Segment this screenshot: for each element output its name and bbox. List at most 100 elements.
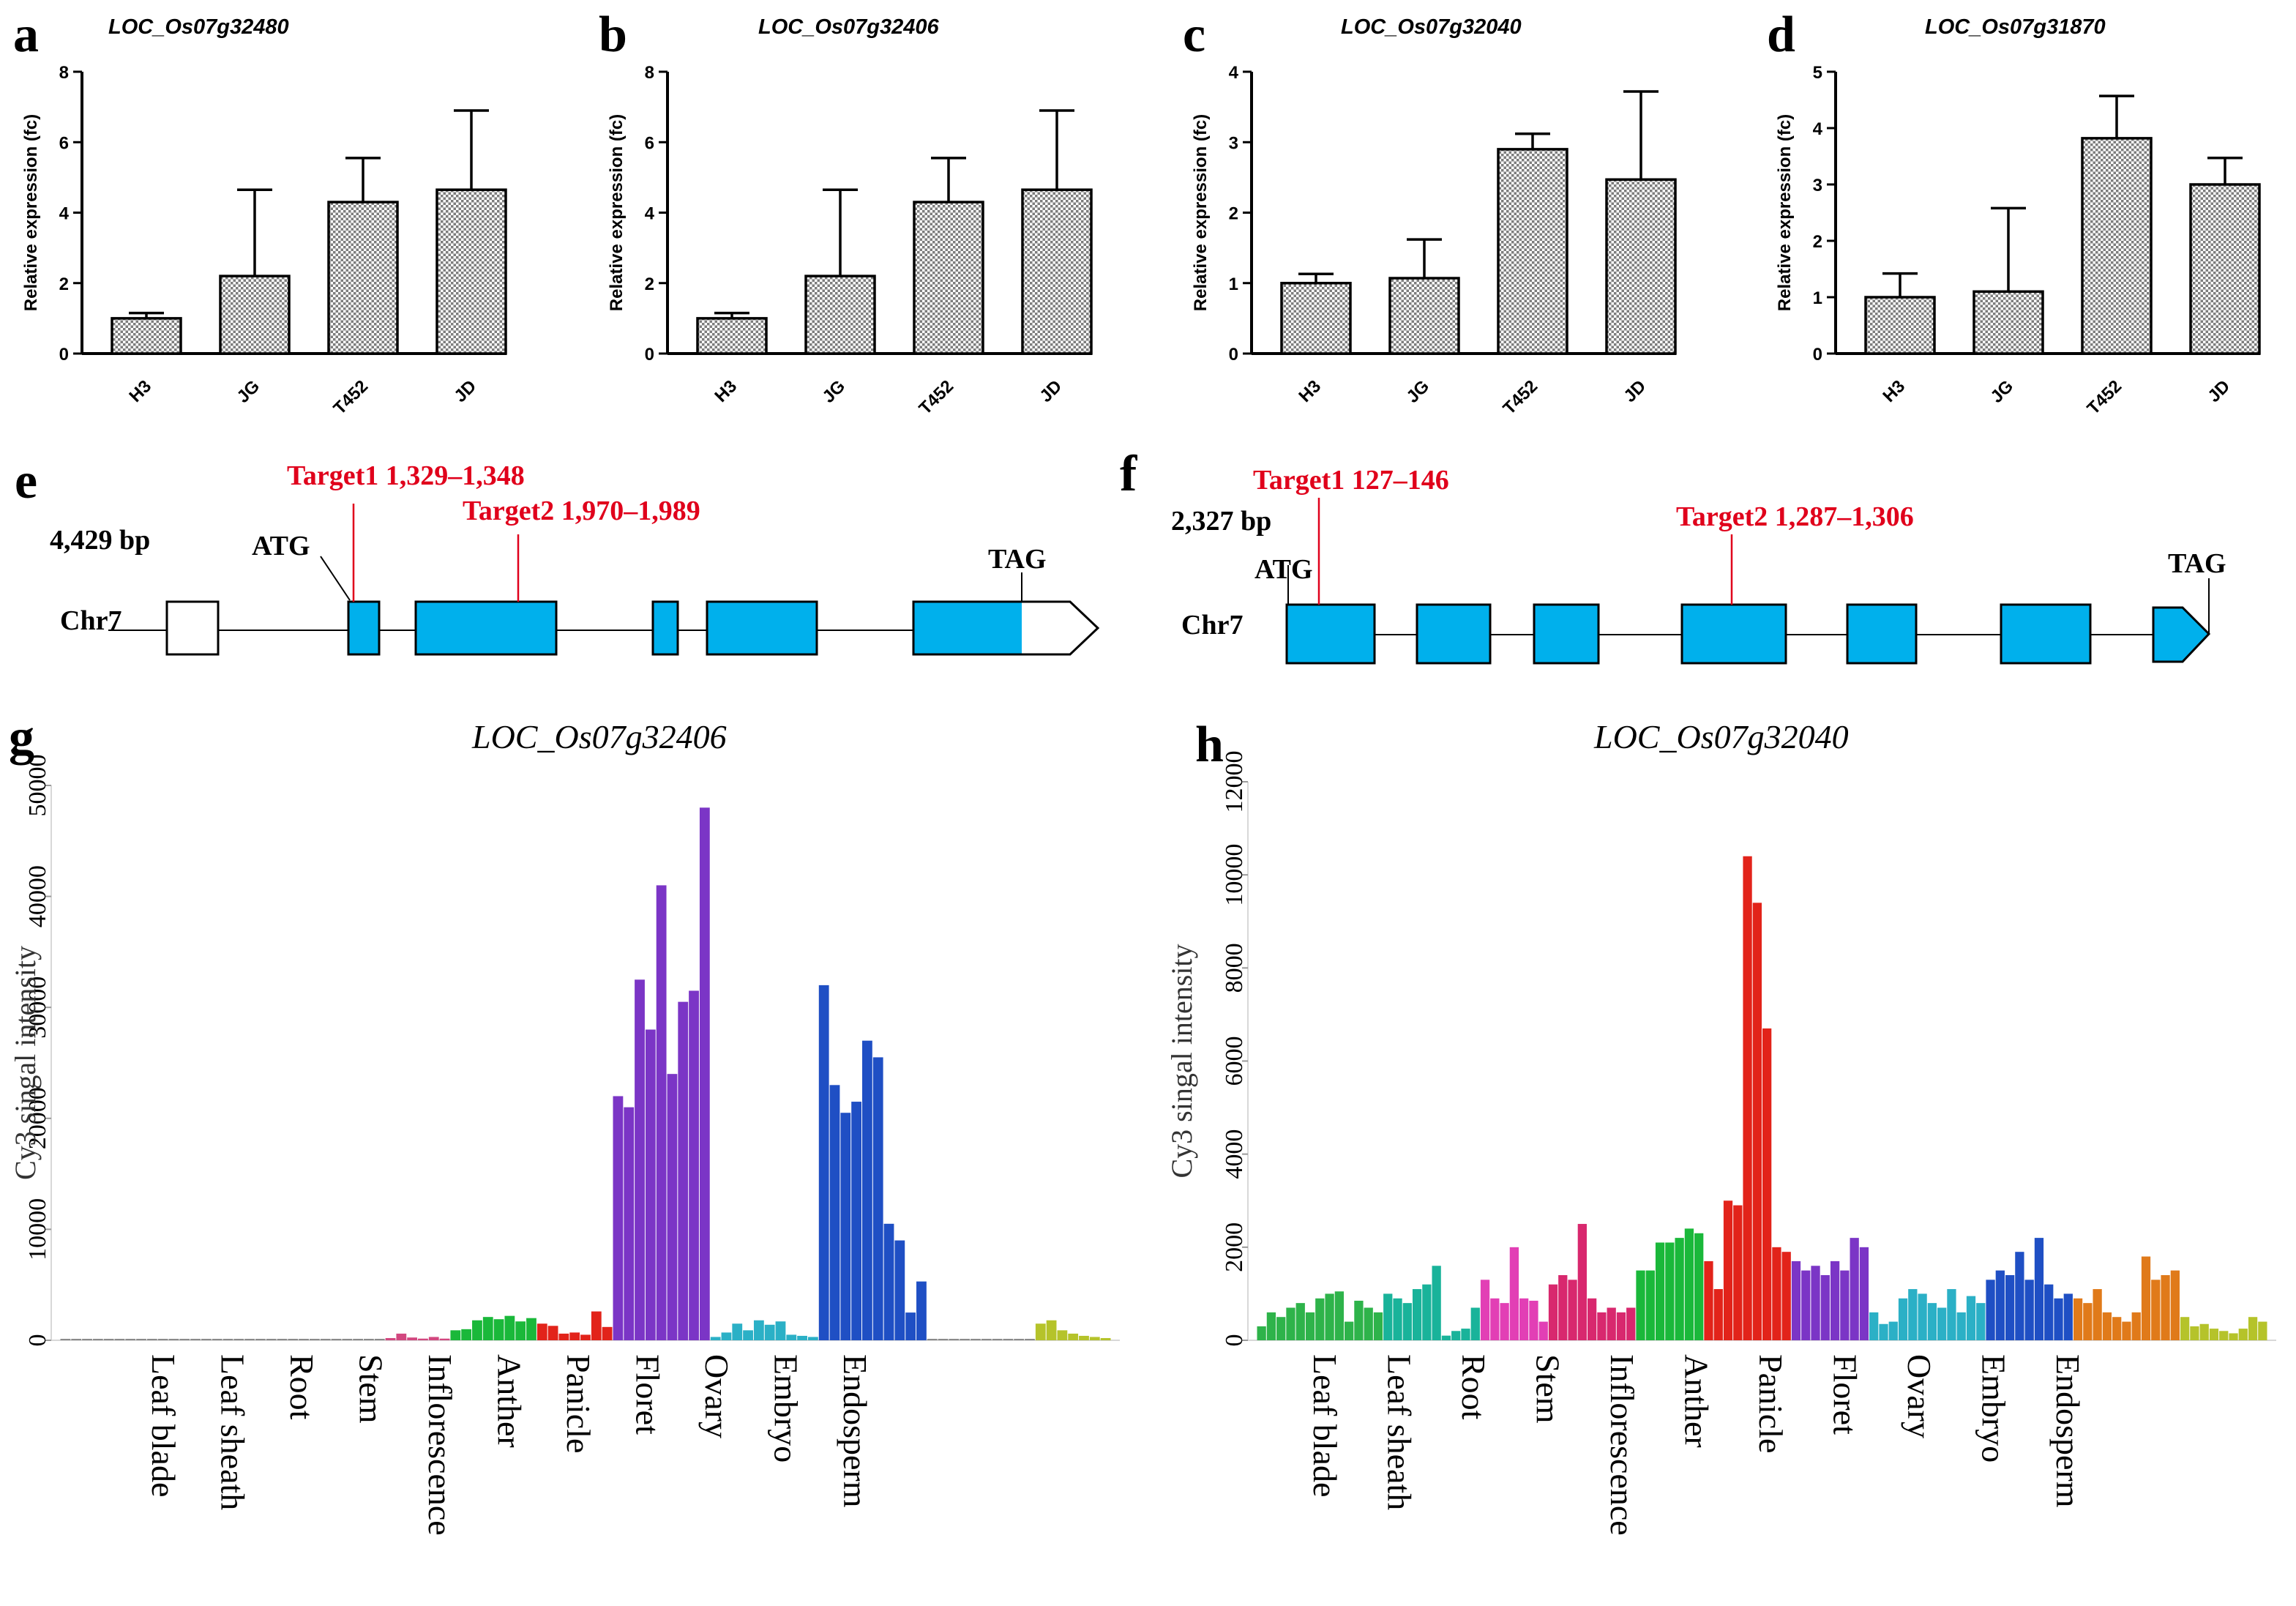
- bar-anther: [1743, 856, 1752, 1340]
- bar-endosperm: [1046, 1320, 1057, 1340]
- category-label: Panicle: [560, 1354, 597, 1453]
- bar-stem: [1626, 1307, 1636, 1340]
- bar-stem: [1568, 1280, 1577, 1340]
- y-tick-label: 0: [1221, 1334, 1248, 1347]
- panel-letter-e: e: [15, 453, 37, 509]
- bar-leaf-sheath: [1461, 1329, 1470, 1340]
- y-tick-label: 3: [1813, 176, 1822, 195]
- bar-anther: [1781, 1252, 1791, 1340]
- bar-endosperm: [2199, 1323, 2209, 1340]
- y-tick-label: 10000: [1221, 844, 1248, 906]
- y-tick-label: 8: [59, 63, 69, 83]
- bar-h3: [696, 317, 768, 355]
- bar-ovary: [862, 1040, 872, 1340]
- bar-anther: [547, 1326, 558, 1340]
- category-label: Anther: [491, 1354, 528, 1448]
- bar-anther: [536, 1323, 547, 1340]
- chart-title: LOC_Os07g32406: [758, 15, 940, 39]
- exon-3: [1533, 603, 1600, 665]
- utr-3-arrow: [912, 600, 1100, 656]
- bar-t452: [327, 201, 399, 355]
- x-tick-label: JG: [1403, 376, 1434, 407]
- bar-leaf-blade: [114, 1339, 125, 1340]
- bar-leaf-sheath: [1451, 1331, 1461, 1340]
- bar-anther: [591, 1311, 602, 1340]
- bar-leaf-blade: [60, 1339, 71, 1340]
- x-tick-label: H3: [1295, 376, 1325, 406]
- y-tick-label: 6000: [1221, 1037, 1248, 1086]
- bar-leaf-blade: [1276, 1317, 1286, 1340]
- bar-leaf-sheath: [1393, 1298, 1402, 1340]
- chart-panel-a: LOC_Os07g32480 0 2 4 6 8 Relative expression (…: [21, 15, 507, 419]
- y-tick-label: 2: [645, 274, 654, 294]
- x-tick-label: H3: [1879, 376, 1909, 406]
- bar-embryo: [960, 1339, 971, 1340]
- y-tick-label: 0: [1229, 345, 1238, 365]
- bar-panicle: [635, 979, 645, 1340]
- target1-label: Target1 1,329–1,348: [287, 460, 525, 491]
- bar-leaf-blade: [1364, 1307, 1373, 1340]
- chart-panel-g: LOC_Os07g32406 0 10000 20000 30000 40000 50000…: [9, 718, 1120, 1536]
- category-label: Embryo: [768, 1354, 805, 1463]
- bar-leaf-blade: [1295, 1303, 1305, 1340]
- panel-letter-f: f: [1120, 446, 1137, 502]
- bar-leaf-blade: [1345, 1321, 1354, 1340]
- x-tick-label: JG: [233, 376, 264, 407]
- y-axis-label: Cy3 singal intensity: [9, 946, 42, 1180]
- gene-length-label: 4,429 bp: [50, 525, 150, 556]
- x-tick-label: JG: [1987, 376, 2018, 407]
- bar-ovary: [851, 1102, 862, 1340]
- bar-panicle: [1801, 1270, 1811, 1340]
- x-tick-label: T452: [915, 376, 957, 419]
- bar-inflorescence: [1645, 1270, 1655, 1340]
- bar-anther: [580, 1334, 591, 1340]
- bar-inflorescence: [515, 1321, 526, 1340]
- bar-embryo: [2161, 1274, 2170, 1340]
- bar-ovary: [916, 1281, 927, 1340]
- bar-jg: [1972, 290, 2044, 355]
- bar-leaf-blade: [1373, 1312, 1383, 1340]
- bar-floret: [1966, 1296, 1976, 1340]
- bar-jd: [435, 188, 507, 355]
- bar-root: [1500, 1303, 1509, 1340]
- bar-root: [277, 1339, 288, 1340]
- y-tick-label: 1: [1229, 274, 1238, 294]
- bar-floret: [807, 1337, 818, 1340]
- bar-inflorescence: [461, 1329, 472, 1340]
- panel-letter-d: d: [1767, 7, 1795, 63]
- target2-label: Target2 1,287–1,306: [1676, 501, 1914, 532]
- chart-panel-b: LOC_Os07g32406 0 2 4 6 8 Relative expression (…: [607, 15, 1093, 419]
- bar-leaf-blade: [1286, 1307, 1295, 1340]
- target2-label: Target2 1,970–1,989: [463, 496, 700, 526]
- x-tick-label: T452: [2083, 376, 2125, 419]
- bar-leaf-blade: [103, 1339, 114, 1340]
- bar-anther: [1704, 1260, 1713, 1340]
- bar-leaf-blade: [92, 1339, 103, 1340]
- y-tick-label: 12000: [1221, 751, 1248, 813]
- bar-leaf-blade: [146, 1339, 157, 1340]
- bar-embryo: [2093, 1289, 2102, 1340]
- bar-embryo: [938, 1339, 949, 1340]
- bar-floret: [764, 1324, 775, 1340]
- bar-anther: [1762, 1028, 1772, 1340]
- stop-codon-label: TAG: [2168, 548, 2226, 579]
- y-tick-label: 0: [59, 345, 69, 365]
- bar-leaf-sheath: [223, 1339, 233, 1340]
- bar-stem: [385, 1337, 396, 1340]
- bar-ovary: [1986, 1280, 1995, 1340]
- y-tick-label: 8: [645, 63, 654, 83]
- bar-panicle: [1840, 1270, 1850, 1340]
- bar-floret: [797, 1335, 807, 1340]
- bar-embryo: [1003, 1339, 1014, 1340]
- bar-ovary: [818, 985, 829, 1340]
- category-label: Leaf blade: [145, 1354, 182, 1497]
- bar-floret: [753, 1320, 764, 1340]
- bar-root: [1490, 1298, 1500, 1340]
- bar-root: [353, 1339, 364, 1340]
- category-label: Floret: [629, 1354, 667, 1435]
- bar-leaf-sheath: [1432, 1266, 1441, 1340]
- bar-root: [320, 1339, 331, 1340]
- bar-ovary: [2034, 1238, 2044, 1340]
- bar-embryo: [2170, 1270, 2180, 1340]
- bar-leaf-sheath: [179, 1339, 190, 1340]
